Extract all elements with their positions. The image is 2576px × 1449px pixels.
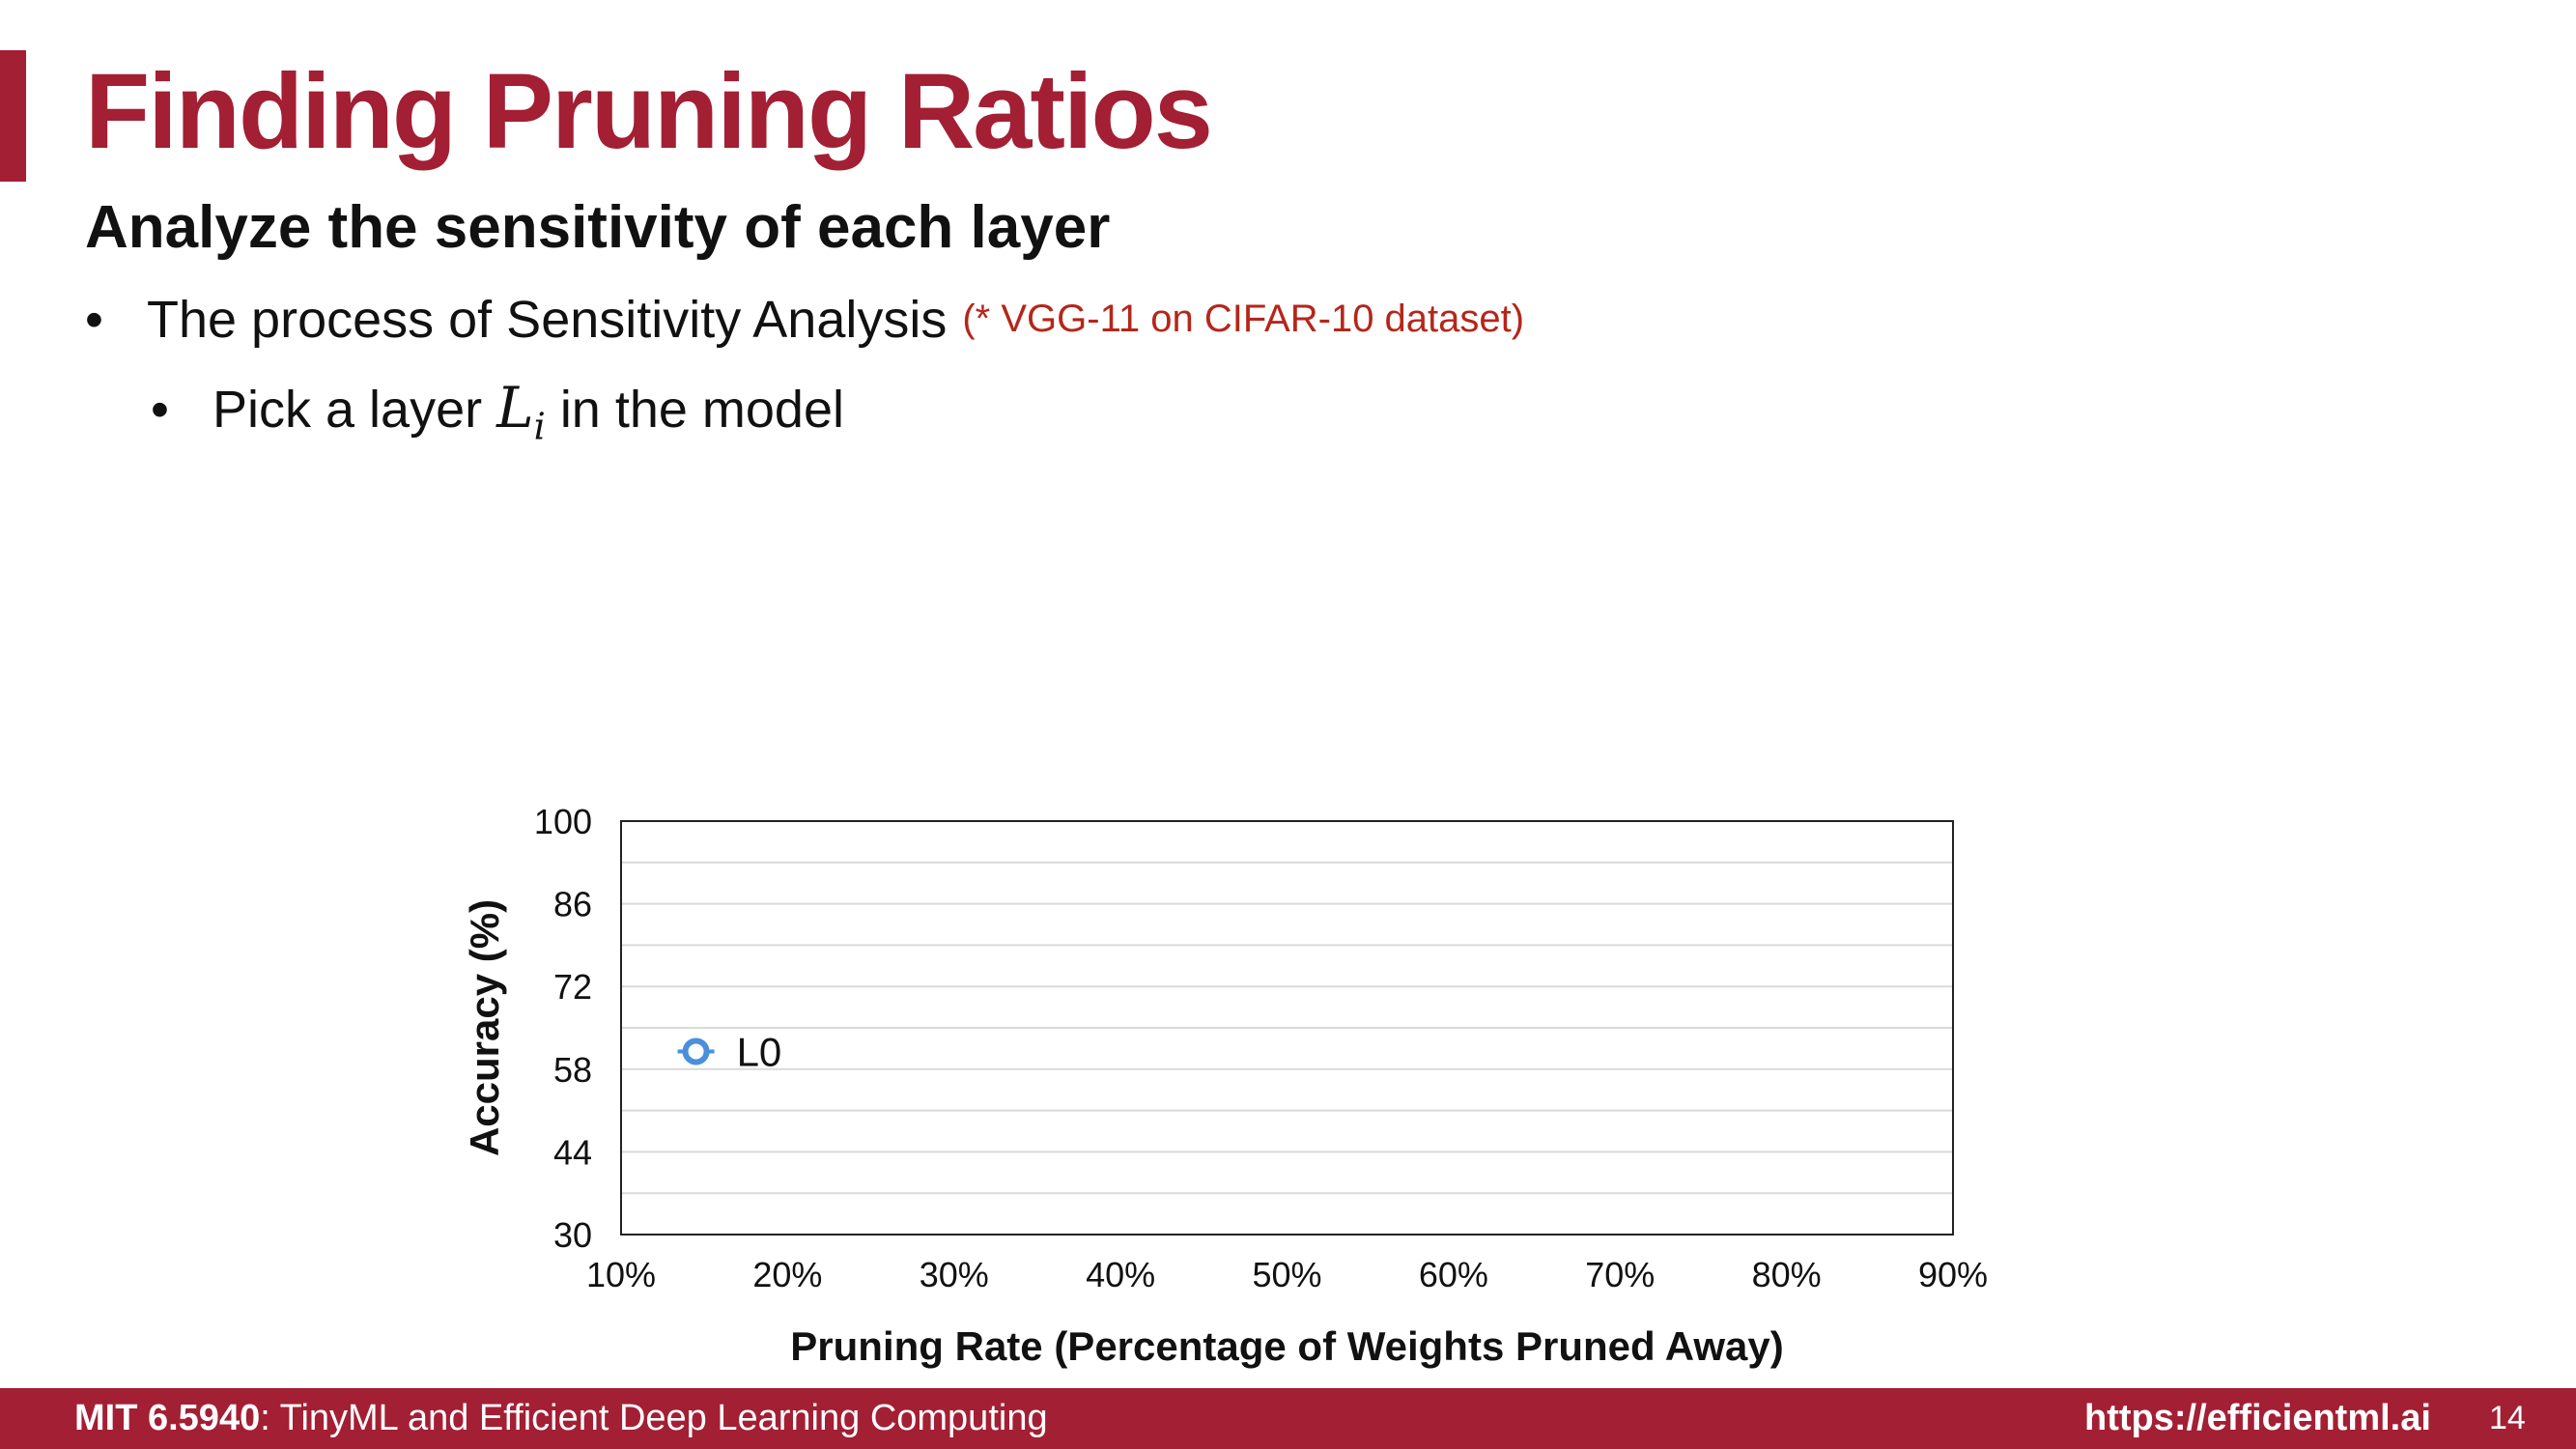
bullet-dot: • [85,291,103,349]
footer-bar: MIT 6.5940: TinyML and Efficient Deep Le… [0,1388,2576,1449]
x-tick-label: 20% [752,1255,822,1294]
plot-frame [620,820,1954,1236]
x-tick-label: 30% [920,1255,989,1294]
x-axis-title: Pruning Rate (Percentage of Weights Prun… [790,1323,1783,1369]
bullet-process: • The process of Sensitivity Analysis (* V… [85,290,1524,350]
footer-url[interactable]: https://efficientml.ai [2084,1398,2431,1438]
footer-course-code: MIT 6.5940 [74,1398,261,1438]
y-tick-label: 72 [553,967,592,1007]
x-tick-label: 40% [1086,1255,1155,1294]
y-tick-label: 44 [553,1132,592,1172]
series-point [682,1037,710,1065]
x-tick-label: 90% [1918,1255,1988,1294]
bullet-process-text: The process of Sensitivity Analysis [147,291,948,349]
footer-course-name: : TinyML and Efficient Deep Learning Com… [260,1398,1048,1438]
x-tick-label: 50% [1252,1255,1321,1294]
x-tick-label: 70% [1585,1255,1655,1294]
bullet-pick-layer-suffix: in the model [559,381,844,439]
y-tick-label: 86 [553,885,592,924]
slide-subtitle: Analyze the sensitivity of each layer [85,194,1111,261]
y-tick-label: 30 [553,1215,592,1255]
bullet-pick-layer-prefix: Pick a layer [212,381,483,439]
page-number: 14 [2489,1400,2526,1436]
x-tick-label: 10% [586,1255,656,1294]
footer-course: MIT 6.5940: TinyML and Efficient Deep Le… [74,1398,1048,1439]
x-tick-label: 80% [1752,1255,1822,1294]
bullet-pick-layer: • Pick a layer Li in the model [151,375,844,448]
y-tick-label: 100 [534,802,592,841]
slide-title: Finding Pruning Ratios [85,52,1213,171]
y-tick-label: 58 [553,1050,592,1090]
layer-variable: Li [496,375,546,448]
series-label: L0 [737,1029,782,1074]
dataset-note: (* VGG-11 on CIFAR-10 dataset) [962,298,1525,340]
title-accent-bar [0,50,26,182]
bullet-dot: • [151,381,169,439]
x-tick-label: 60% [1419,1255,1488,1294]
y-axis-title: Accuracy (%) [462,899,507,1156]
